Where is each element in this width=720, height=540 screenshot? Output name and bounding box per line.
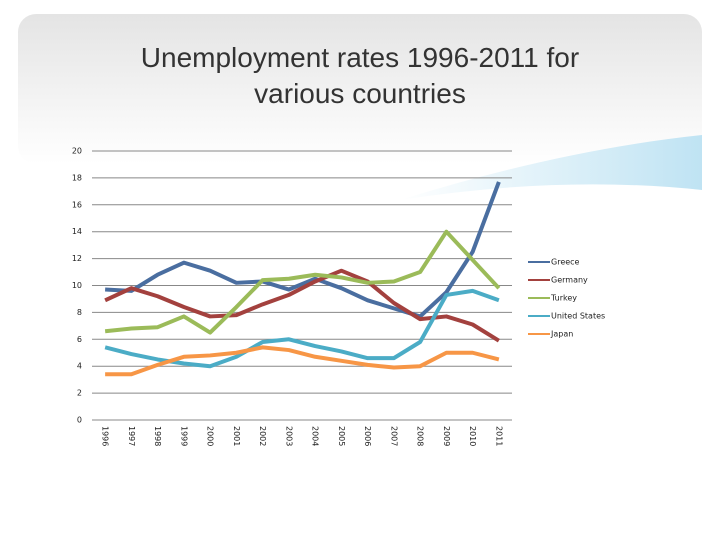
chart-title: Unemployment rates 1996-2011 for various… bbox=[140, 42, 580, 109]
y-tick-label: 4 bbox=[77, 362, 82, 371]
y-tick-label: 18 bbox=[72, 173, 82, 182]
y-tick-label: 8 bbox=[77, 308, 82, 317]
y-tick-label: 12 bbox=[72, 254, 82, 263]
x-tick-label: 2003 bbox=[284, 426, 293, 446]
x-tick-label: 2001 bbox=[232, 426, 241, 446]
header-band bbox=[18, 14, 702, 164]
legend-label: Japan bbox=[550, 330, 573, 339]
y-tick-label: 20 bbox=[72, 147, 82, 156]
series-line bbox=[104, 229, 501, 335]
y-tick-label: 14 bbox=[72, 227, 82, 236]
x-tick-label: 2011 bbox=[494, 426, 503, 446]
x-tick-label: 1996 bbox=[101, 426, 110, 446]
x-tick-label: 2006 bbox=[363, 426, 372, 446]
x-tick-label: 2005 bbox=[337, 426, 346, 446]
legend-label: United States bbox=[551, 312, 605, 321]
x-tick-label: 1999 bbox=[179, 426, 188, 446]
x-tick-label: 2002 bbox=[258, 426, 267, 446]
x-tick-label: 2009 bbox=[442, 426, 451, 446]
legend-label: Germany bbox=[551, 276, 588, 285]
x-tick-label: 2008 bbox=[416, 426, 425, 446]
x-tick-label: 1998 bbox=[153, 426, 162, 446]
y-tick-label: 0 bbox=[77, 416, 82, 425]
legend-label: Greece bbox=[551, 258, 580, 267]
x-tick-label: 1997 bbox=[127, 426, 136, 446]
x-tick-label: 2004 bbox=[311, 426, 320, 446]
y-tick-label: 10 bbox=[72, 281, 82, 290]
y-tick-label: 2 bbox=[77, 389, 82, 398]
y-tick-label: 6 bbox=[77, 335, 82, 344]
x-tick-label: 2007 bbox=[389, 426, 398, 446]
legend-label: Turkey bbox=[550, 294, 577, 303]
series-line bbox=[105, 181, 501, 319]
y-tick-label: 16 bbox=[72, 200, 82, 209]
swoosh bbox=[400, 135, 702, 200]
series-line bbox=[105, 345, 500, 377]
x-tick-label: 2000 bbox=[206, 426, 215, 446]
x-tick-label: 2010 bbox=[468, 426, 477, 446]
